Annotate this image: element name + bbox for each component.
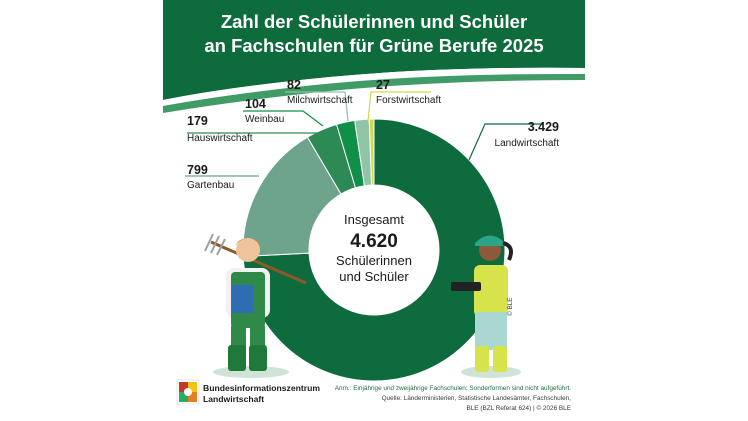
label-forstwirtschaft-name: Forstwirtschaft: [376, 95, 441, 106]
header-swoosh-green: [163, 73, 585, 113]
org-name-line-1: Bundesinformationszentrum: [203, 383, 320, 393]
org-name-line-2: Landwirtschaft: [203, 394, 264, 404]
footer-source-2: BLE (BZL Referat 624) | © 2026 BLE: [466, 404, 571, 412]
ble-logo: [176, 379, 200, 405]
label-forstwirtschaft-value: 27: [376, 78, 390, 92]
donut-hole: [309, 185, 439, 315]
leader-lines: [185, 91, 543, 177]
label-hauswirtschaft-name: Hauswirtschaft: [187, 133, 253, 144]
header-band: [163, 0, 585, 100]
label-hauswirtschaft-value: 179: [187, 114, 208, 128]
footer-note: Anm.: Einjährige und zweijährige Fachsch…: [335, 385, 571, 392]
label-milchwirtschaft-value: 82: [287, 78, 301, 92]
label-weinbau-name: Weinbau: [245, 114, 284, 125]
leader-landwirtschaft: [468, 123, 543, 161]
label-milchwirtschaft-name: Milchwirtschaft: [287, 95, 353, 106]
footer-source-1: Quelle: Länderministerien, Statistische …: [382, 395, 572, 402]
center-total: 4.620: [350, 231, 398, 252]
label-gartenbau-name: Gartenbau: [187, 180, 234, 191]
header-swoosh: [163, 67, 585, 106]
center-line-3: und Schüler: [339, 269, 409, 284]
chart: Zahl der Schülerinnen und Schüler an Fac…: [163, 0, 585, 412]
center-insgesamt: Insgesamt: [344, 212, 404, 227]
label-landwirtschaft-name: Landwirtschaft: [495, 138, 560, 149]
label-landwirtschaft-value: 3.429: [528, 120, 559, 134]
farmer-illustration: [204, 233, 307, 378]
leader-weinbau: [243, 110, 324, 127]
center-line-2: Schülerinnen: [336, 253, 412, 268]
title-line-1: Zahl der Schülerinnen und Schüler: [221, 11, 527, 32]
title-line-2: an Fachschulen für Grüne Berufe 2025: [204, 35, 543, 56]
label-weinbau-value: 104: [245, 97, 266, 111]
farmer-woman-illustration: © BLE: [451, 235, 521, 378]
watermark: © BLE: [506, 297, 514, 316]
leader-forstwirtschaft: [367, 91, 431, 122]
infographic-card: Zahl der Schülerinnen und Schüler an Fac…: [163, 0, 585, 421]
leader-milchwirtschaft: [285, 91, 349, 122]
label-gartenbau-value: 799: [187, 163, 208, 177]
